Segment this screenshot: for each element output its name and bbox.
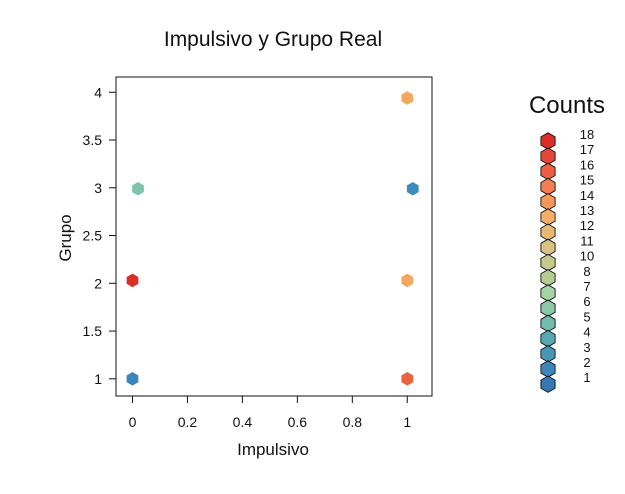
- hexbin-cell: [132, 181, 144, 196]
- legend-swatch: [540, 238, 556, 257]
- legend-swatch: [540, 360, 556, 378]
- y-tick-label: 2.5: [83, 228, 103, 244]
- x-tick-label: 0.2: [178, 414, 198, 430]
- legend-label: 12: [580, 218, 594, 233]
- x-tick-label: 0.8: [343, 414, 363, 430]
- legend-label: 1: [583, 370, 590, 385]
- y-axis: 1 1.5 2 2.5 3 3.5 4: [83, 84, 116, 387]
- x-axis: 0 0.2 0.4 0.6 0.8 1: [129, 396, 411, 430]
- hexbin-cell: [401, 91, 414, 105]
- x-tick-label: 0.4: [233, 414, 253, 430]
- legend-label: 3: [583, 340, 590, 355]
- legend-label: 13: [580, 203, 594, 218]
- hexbin-points: [126, 91, 419, 386]
- legend-swatch: [540, 193, 556, 211]
- y-tick-label: 3.5: [83, 132, 103, 148]
- legend-label: 17: [580, 142, 594, 157]
- legend-swatch: [540, 284, 556, 302]
- chart-title: Impulsivo y Grupo Real: [164, 28, 382, 51]
- legend-swatch: [540, 162, 556, 181]
- legend-label: 16: [580, 157, 594, 172]
- y-tick-label: 2: [94, 275, 102, 291]
- legend-swatch: [540, 208, 556, 226]
- legend-swatch: [540, 375, 556, 393]
- legend-swatch: [540, 177, 556, 196]
- plot-area: 0 0.2 0.4 0.6 0.8 1 1 1.5 2 2.5 3 3.5 4: [83, 76, 433, 430]
- plot-frame: [115, 76, 433, 397]
- y-tick-label: 4: [94, 84, 102, 100]
- x-axis-title: Impulsivo: [237, 440, 309, 459]
- legend-label: 10: [580, 249, 594, 264]
- y-tick-label: 1.5: [83, 323, 103, 339]
- hexbin-cell: [401, 273, 414, 288]
- x-tick-label: 1: [403, 414, 411, 430]
- legend-swatch: [540, 253, 556, 272]
- legend-swatch: [540, 223, 556, 241]
- legend-label: 6: [583, 294, 590, 309]
- hexbin-cell: [126, 372, 139, 386]
- legend-swatch: [540, 269, 556, 287]
- y-tick-label: 1: [94, 371, 102, 387]
- legend-swatch: [540, 132, 556, 150]
- legend-label: 15: [580, 173, 594, 188]
- legend-label: 11: [580, 233, 594, 248]
- legend-swatch: [540, 299, 556, 317]
- hexbin-cell: [401, 372, 414, 386]
- legend-label: 8: [583, 264, 590, 279]
- legend-label: 4: [583, 325, 590, 340]
- hexbin-cell: [126, 273, 139, 288]
- legend-label: 5: [583, 309, 590, 324]
- legend-label: 7: [583, 279, 590, 294]
- legend-swatch: [540, 329, 556, 348]
- legend-label: 2: [583, 355, 590, 370]
- legend-swatch: [540, 147, 556, 165]
- legend-label: 18: [580, 127, 594, 142]
- legend-swatch: [540, 345, 556, 363]
- x-tick-label: 0.6: [288, 414, 308, 430]
- y-axis-title: Grupo: [56, 214, 75, 261]
- legend-label: 14: [580, 188, 594, 203]
- legend-title: Counts: [529, 92, 605, 119]
- legend-swatch: [540, 314, 556, 333]
- hexbin-cell: [406, 181, 419, 196]
- y-tick-label: 3: [94, 180, 102, 196]
- x-tick-label: 0: [129, 414, 137, 430]
